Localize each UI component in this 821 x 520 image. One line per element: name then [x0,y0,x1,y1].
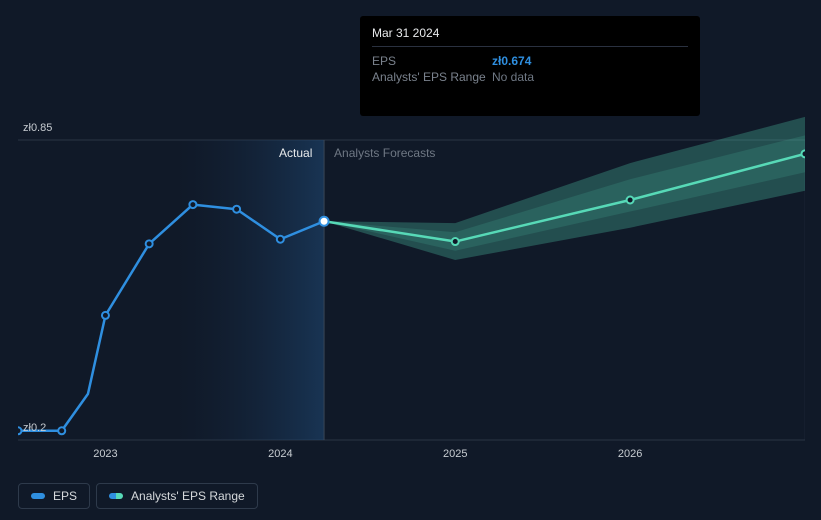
chart-legend: EPS Analysts' EPS Range [18,483,258,509]
legend-item-range[interactable]: Analysts' EPS Range [96,483,258,509]
legend-label: Analysts' EPS Range [131,489,245,503]
tooltip-row-range: Analysts' EPS Range No data [372,69,688,85]
tooltip-row-eps: EPS zł0.674 [372,53,688,69]
legend-swatch [109,493,123,499]
x-axis-tick: 2026 [618,448,642,460]
tooltip-date: Mar 31 2024 [372,26,688,40]
x-axis-tick: 2025 [443,448,467,460]
legend-item-eps[interactable]: EPS [18,483,90,509]
eps-chart: zł0.85 zł0.2 Actual Analysts Forecasts 2… [18,0,805,520]
section-label-forecast: Analysts Forecasts [334,146,435,160]
tooltip-value: zł0.674 [492,53,688,69]
section-label-actual: Actual [279,146,312,160]
x-axis-tick: 2024 [268,448,292,460]
legend-label: EPS [53,489,77,503]
tooltip-key: EPS [372,53,492,69]
y-axis-label-min: zł0.2 [23,422,46,434]
tooltip-value: No data [492,69,688,85]
chart-tooltip: Mar 31 2024 EPS zł0.674 Analysts' EPS Ra… [360,16,700,116]
tooltip-key: Analysts' EPS Range [372,69,492,85]
x-axis-tick: 2023 [93,448,117,460]
y-axis-label-max: zł0.85 [23,122,52,134]
legend-swatch [31,493,45,499]
